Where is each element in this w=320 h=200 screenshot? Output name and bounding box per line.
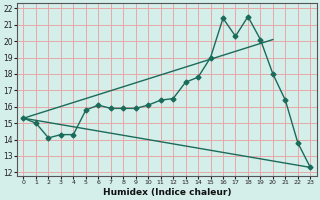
X-axis label: Humidex (Indice chaleur): Humidex (Indice chaleur) — [103, 188, 231, 197]
